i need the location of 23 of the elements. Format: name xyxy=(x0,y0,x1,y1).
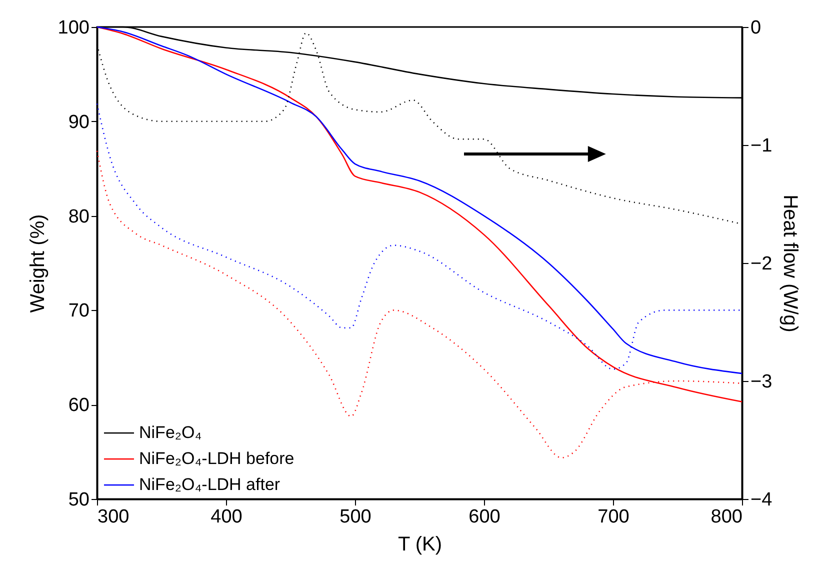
y-tick-label: 90 xyxy=(68,112,90,133)
y2-axis-title: Heat flow (W/g) xyxy=(779,194,802,332)
x-axis-title: T (K) xyxy=(398,534,442,556)
legend-label: NiFe₂O₄-LDH before xyxy=(139,449,294,468)
y-tick-label: 50 xyxy=(68,490,90,510)
y2-tick-label: −4 xyxy=(750,490,773,510)
y-tick-label: 70 xyxy=(68,300,90,322)
y2-tick-label: −1 xyxy=(750,136,772,156)
y-axis-title: Weight (%) xyxy=(26,214,49,313)
x-tick-label: 500 xyxy=(340,506,372,528)
x-tick-label: 400 xyxy=(210,506,242,528)
x-tick-label: 700 xyxy=(598,506,630,528)
y-tick-label: 60 xyxy=(68,395,90,416)
y-tick-label: 80 xyxy=(68,206,90,228)
x-tick-label: 300 xyxy=(98,506,130,528)
x-tick-label: 800 xyxy=(710,506,742,528)
y2-tick-label: −2 xyxy=(750,254,772,274)
y2-tick-label: 0 xyxy=(750,18,762,38)
x-tick-label: 600 xyxy=(468,506,500,528)
y-tick-label: 100 xyxy=(58,18,90,38)
y2-tick-label: −3 xyxy=(750,372,772,392)
legend-label: NiFe₂O₄-LDH after xyxy=(139,475,280,494)
legend-label: NiFe₂O₄ xyxy=(139,423,202,442)
